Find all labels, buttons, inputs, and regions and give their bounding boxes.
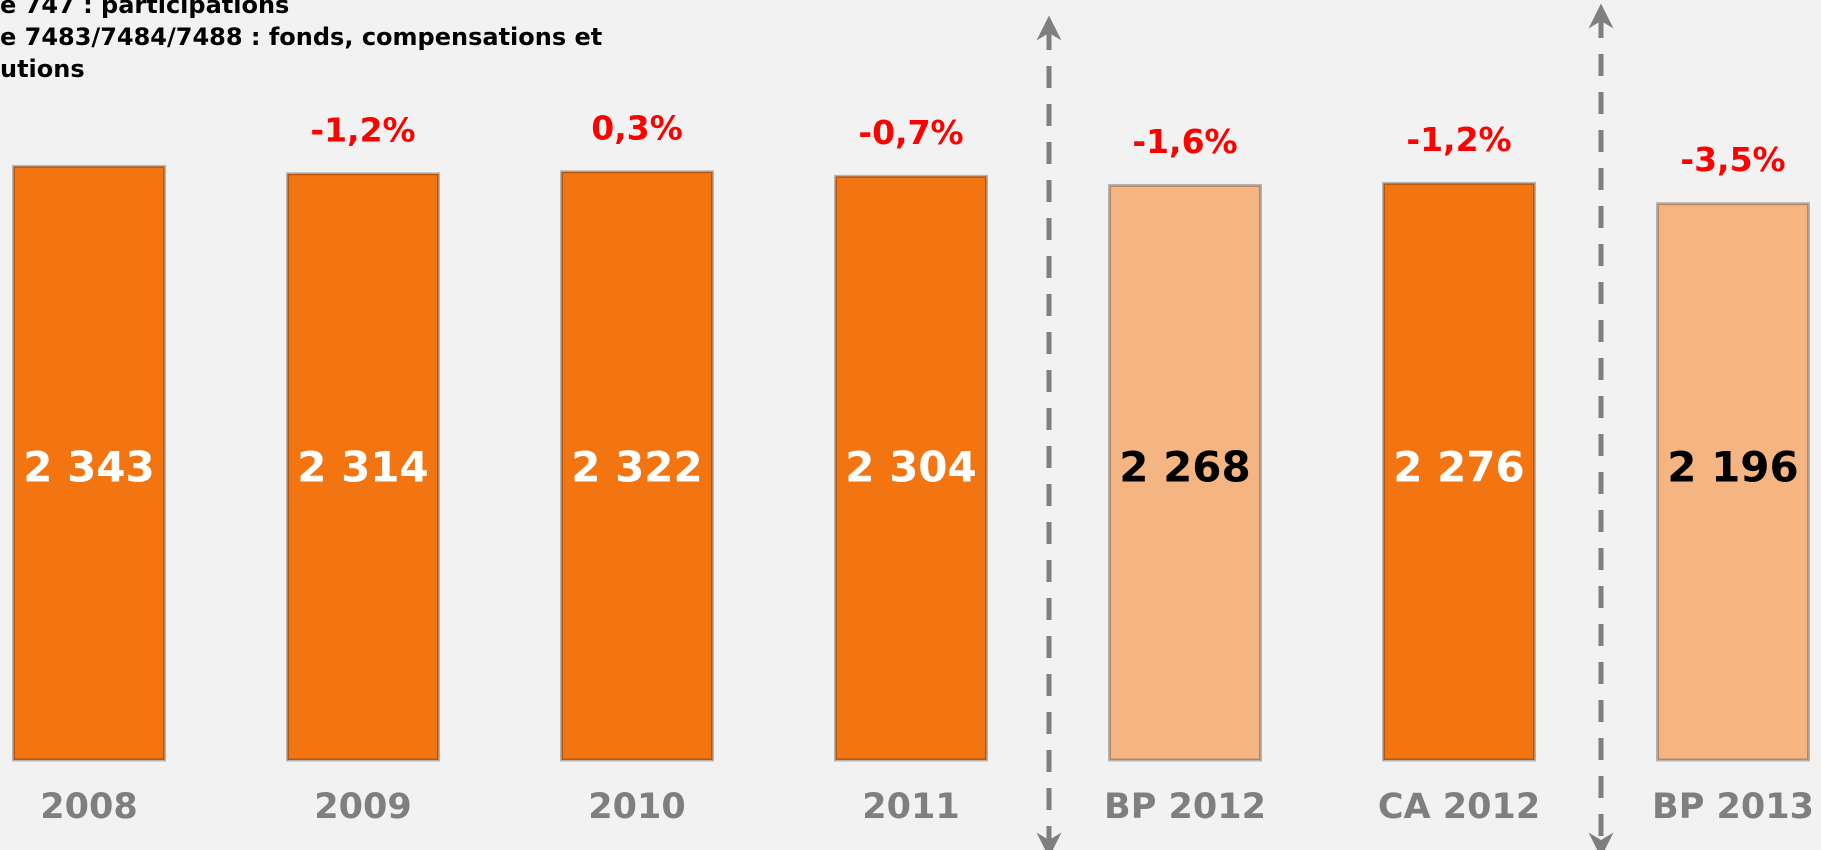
- value-label: 2 322: [571, 443, 703, 492]
- x-tick-label: 2009: [314, 787, 411, 827]
- change-label: -1,2%: [1406, 120, 1511, 159]
- change-label: -1,6%: [1132, 122, 1237, 161]
- bar: [12, 164, 166, 762]
- change-label: -1,2%: [310, 110, 415, 149]
- value-label: 2 343: [23, 443, 155, 492]
- bar: [834, 174, 988, 762]
- change-label: -3,5%: [1680, 140, 1785, 179]
- value-label: 2 304: [845, 443, 977, 492]
- x-tick-label: 2011: [862, 787, 959, 827]
- bar: [1656, 202, 1810, 762]
- x-tick-label: CA 2012: [1378, 787, 1540, 827]
- value-label: 2 268: [1119, 443, 1251, 492]
- change-label: 0,3%: [591, 108, 683, 147]
- value-label: 2 314: [297, 443, 429, 492]
- note: utions: [0, 55, 85, 83]
- bar: [1382, 181, 1536, 762]
- x-tick-label: BP 2012: [1104, 787, 1266, 827]
- x-tick-label: 2010: [588, 787, 685, 827]
- value-label: 2 196: [1667, 443, 1799, 492]
- x-tick-label: BP 2013: [1652, 787, 1814, 827]
- x-tick-label: 2008: [40, 787, 137, 827]
- value-label: 2 276: [1393, 443, 1525, 492]
- note: e 747 : participations: [0, 0, 289, 19]
- bar: [560, 170, 714, 762]
- bar: [286, 172, 440, 762]
- change-label: -0,7%: [858, 113, 963, 152]
- bar: [1108, 183, 1262, 762]
- note: e 7483/7484/7488 : fonds, compensations …: [0, 23, 602, 51]
